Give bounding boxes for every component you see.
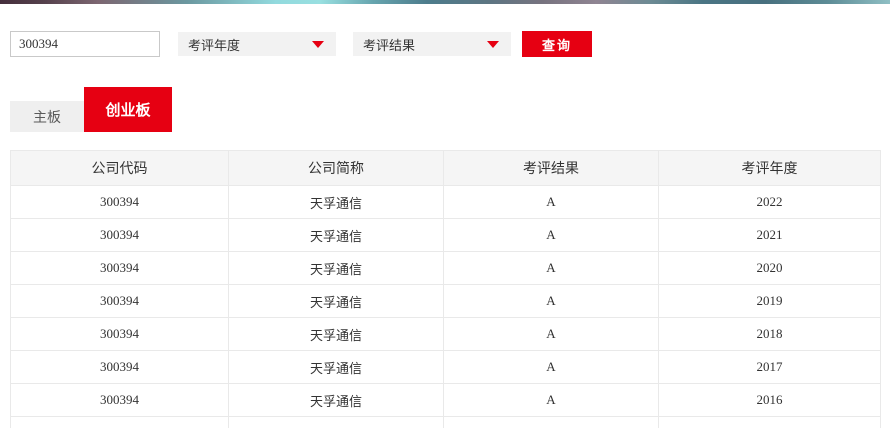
table-cell: 天孚通信: [228, 317, 444, 351]
table-cell: 2018: [658, 317, 881, 351]
table-cell: A: [443, 317, 659, 351]
year-dropdown[interactable]: 考评年度: [178, 32, 336, 56]
table-cell: A: [443, 350, 659, 384]
table-cell: [443, 416, 659, 428]
result-dropdown[interactable]: 考评结果: [353, 32, 511, 56]
table-cell: A: [443, 218, 659, 252]
table-cell: 2017: [658, 350, 881, 384]
table-cell: [658, 416, 881, 428]
table-cell: 2021: [658, 218, 881, 252]
table-cell: 300394: [10, 218, 229, 252]
column-header-company-code: 公司代码: [10, 150, 229, 186]
table-cell: 天孚通信: [228, 350, 444, 384]
table-cell: A: [443, 383, 659, 417]
table-cell: A: [443, 284, 659, 318]
table-cell: 2022: [658, 185, 881, 219]
table-cell: A: [443, 251, 659, 285]
table-cell: 天孚通信: [228, 218, 444, 252]
dropdown-arrow-icon: [312, 40, 324, 48]
table-row: 300394 天孚通信 A 2021: [10, 218, 881, 252]
table-cell: [228, 416, 444, 428]
column-header-company-name: 公司简称: [228, 150, 444, 186]
table-cell: 300394: [10, 317, 229, 351]
column-header-eval-year: 考评年度: [658, 150, 881, 186]
banner-gradient: [0, 0, 890, 4]
table-cell: 300394: [10, 251, 229, 285]
stock-code-input[interactable]: [10, 31, 160, 57]
tab-chinext[interactable]: 创业板: [84, 87, 172, 132]
table-cell: 2019: [658, 284, 881, 318]
query-button[interactable]: 查询: [522, 31, 592, 57]
tab-main-board[interactable]: 主板: [10, 101, 84, 132]
table-cell: 300394: [10, 185, 229, 219]
table-cell: 300394: [10, 350, 229, 384]
table-cell: 天孚通信: [228, 251, 444, 285]
table-row: 300394 天孚通信 A 2019: [10, 284, 881, 318]
table-row: 300394 天孚通信 A 2018: [10, 317, 881, 351]
evaluation-table: 公司代码 公司简称 考评结果 考评年度 300394 天孚通信 A 2022 30039…: [10, 150, 881, 428]
dropdown-arrow-icon: [487, 40, 499, 48]
table-cell: A: [443, 185, 659, 219]
table-cell: 天孚通信: [228, 383, 444, 417]
column-header-eval-result: 考评结果: [443, 150, 659, 186]
table-row: 300394 天孚通信 A 2020: [10, 251, 881, 285]
table-cell: 天孚通信: [228, 185, 444, 219]
table-row: [10, 416, 881, 428]
table-cell: 300394: [10, 383, 229, 417]
result-dropdown-label: 考评结果: [363, 37, 416, 53]
table-cell: 300394: [10, 284, 229, 318]
table-cell: 2020: [658, 251, 881, 285]
table-cell: [10, 416, 229, 428]
year-dropdown-label: 考评年度: [188, 37, 241, 53]
table-row: 300394 天孚通信 A 2017: [10, 350, 881, 384]
table-cell: 2016: [658, 383, 881, 417]
table-row: 300394 天孚通信 A 2022: [10, 185, 881, 219]
table-cell: 天孚通信: [228, 284, 444, 318]
table-header-row: 公司代码 公司简称 考评结果 考评年度: [10, 150, 881, 186]
table-row: 300394 天孚通信 A 2016: [10, 383, 881, 417]
table-body: 300394 天孚通信 A 2022 300394 天孚通信 A 2021 300394 天孚通信…: [10, 185, 881, 428]
